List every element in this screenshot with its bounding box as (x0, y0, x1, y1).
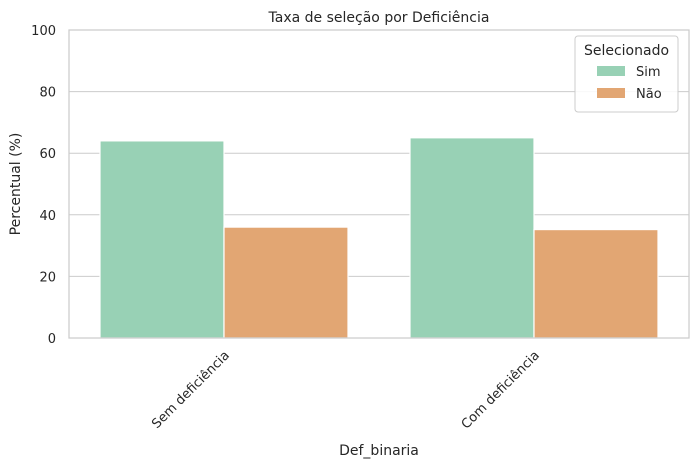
bar-sim-2 (409, 137, 535, 339)
y-tick-label: 0 (48, 332, 56, 347)
bar-não-2 (533, 228, 659, 339)
x-axis-ticks: Sem deficiência Com deficiência (149, 348, 543, 432)
y-tick-label: 60 (39, 147, 56, 162)
legend-swatch (597, 88, 625, 98)
y-axis-label: Percentual (%) (8, 133, 24, 236)
bar-sim-1 (99, 140, 225, 339)
chart-title: Taxa de seleção por Deficiência (268, 10, 490, 26)
y-tick-label: 40 (39, 209, 56, 224)
x-axis-label: Def_binaria (339, 443, 419, 459)
y-tick-label: 20 (39, 270, 56, 285)
plot-frame (68, 29, 690, 339)
legend-label: Sim (636, 65, 661, 80)
legend: Selecionado Sim Não (574, 35, 679, 113)
x-tick-label: Com deficiência (459, 348, 543, 432)
bar-não-1 (223, 226, 349, 339)
y-tick-label: 80 (39, 86, 56, 101)
legend-title: Selecionado (584, 43, 669, 59)
legend-swatch (597, 66, 625, 76)
legend-label: Não (636, 87, 662, 102)
x-tick-label: Sem deficiência (149, 348, 233, 432)
bars (99, 137, 659, 339)
y-tick-label: 100 (31, 24, 56, 39)
y-axis-ticks: 0 20 40 60 80 100 (31, 24, 56, 347)
